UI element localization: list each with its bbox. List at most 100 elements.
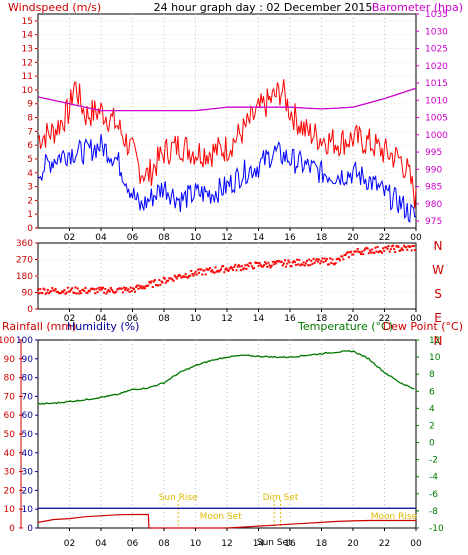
- temperature-x-tick-label: 20: [347, 539, 359, 549]
- wind-direction-point: [376, 245, 379, 248]
- wind-y-tick-label: 14: [22, 31, 34, 41]
- wind-direction-point: [127, 288, 130, 291]
- temperature-y-tick-label: -10: [429, 524, 444, 534]
- wind-direction-point: [342, 258, 345, 261]
- wind-x-tick-label: 18: [316, 233, 328, 243]
- barometer-axis-label: Barometer (hpa): [372, 1, 463, 14]
- wind-direction-point: [398, 249, 401, 252]
- wind-direction-point: [203, 269, 206, 272]
- wind-y-tick-label: 11: [22, 72, 33, 82]
- wind-direction-point: [375, 250, 378, 253]
- wind-direction-point: [157, 284, 160, 287]
- wind-direction-point: [164, 281, 167, 284]
- wind-direction-point: [270, 264, 273, 267]
- direction-x-tick-label: 04: [95, 314, 107, 324]
- humidity-y-tick-label: 90: [22, 355, 34, 365]
- wind-direction-point: [228, 267, 231, 270]
- wind-direction-point: [118, 287, 121, 290]
- temperature-y-tick-label: 8: [429, 370, 435, 380]
- wind-direction-point: [350, 250, 353, 253]
- wind-x-tick-label: 10: [190, 233, 202, 243]
- wind-y-tick-label: 12: [22, 58, 33, 68]
- wind-direction-point: [371, 248, 374, 251]
- wind-direction-point: [259, 264, 262, 267]
- wind-direction-point: [131, 287, 134, 290]
- wind-direction-point: [279, 260, 282, 263]
- wind-direction-point: [132, 288, 135, 291]
- wind-direction-point: [102, 286, 104, 289]
- wind-direction-point: [55, 290, 58, 293]
- wind-y-tick-label: 4: [27, 169, 33, 179]
- wind-direction-point: [78, 290, 81, 293]
- temperature-x-tick-label: 06: [127, 539, 139, 549]
- wind-x-tick-label: 14: [253, 233, 265, 243]
- wind-direction-point: [48, 292, 50, 295]
- wind-direction-point: [92, 287, 95, 290]
- wind-direction-point: [141, 287, 144, 290]
- wind-direction-point: [173, 274, 176, 277]
- wind-direction-point: [189, 274, 192, 277]
- barometer-y-tick-label: 995: [425, 148, 442, 158]
- wind-direction-point: [324, 260, 327, 262]
- wind-direction-point: [296, 258, 299, 261]
- wind-y-tick-label: 8: [27, 114, 33, 124]
- wind-direction-point: [284, 259, 286, 262]
- wind-direction-point: [158, 279, 161, 281]
- wind-direction-point: [46, 288, 49, 291]
- wind-direction-point: [91, 287, 93, 290]
- wind-direction-point: [179, 274, 182, 277]
- barometer-y-tick-label: 985: [425, 183, 442, 193]
- wind-direction-point: [114, 291, 117, 294]
- wind-direction-point: [285, 265, 288, 268]
- wind-direction-point: [247, 265, 250, 268]
- wind-direction-point: [322, 261, 325, 264]
- wind-direction-point: [108, 290, 111, 293]
- wind-direction-point: [256, 262, 259, 264]
- wind-direction-point: [56, 291, 59, 293]
- wind-direction-point: [224, 268, 227, 271]
- wind-direction-point: [232, 269, 235, 271]
- wind-direction-point: [223, 271, 226, 274]
- wind-direction-point: [222, 265, 225, 267]
- wind-direction-point: [51, 287, 54, 289]
- wind-direction-point: [83, 290, 86, 293]
- wind-direction-point: [351, 253, 354, 256]
- astro-label: Moon Set: [200, 512, 243, 522]
- direction-x-tick-label: 06: [127, 314, 139, 324]
- astro-label: Sun Rise: [159, 493, 198, 503]
- wind-direction-point: [242, 268, 245, 271]
- wind-direction-point: [367, 252, 370, 255]
- wind-direction-point: [50, 290, 53, 293]
- wind-y-tick-label: 1: [27, 210, 33, 220]
- wind-direction-point: [310, 259, 313, 262]
- temperature-y-tick-label: 6: [429, 387, 435, 397]
- wind-direction-point: [379, 250, 382, 253]
- rainfall-y-tick-label: 60: [4, 411, 16, 421]
- wind-direction-point: [382, 247, 385, 250]
- wind-direction-point: [72, 291, 75, 294]
- direction-x-tick-label: 00: [410, 314, 422, 324]
- humidity-y-tick-label: 50: [22, 430, 34, 440]
- wind-direction-point: [275, 262, 278, 265]
- wind-direction-point: [155, 284, 157, 286]
- wind-direction-point: [321, 257, 324, 260]
- wind-direction-point: [317, 260, 319, 263]
- humidity-y-tick-label: 80: [22, 374, 34, 384]
- wind-direction-point: [341, 255, 344, 258]
- wind-direction-point: [207, 268, 210, 271]
- rainfall-y-tick-label: 40: [4, 449, 16, 459]
- wind-y-tick-label: 3: [27, 183, 33, 193]
- wind-direction-point: [352, 253, 355, 256]
- direction-x-tick-label: 20: [347, 314, 359, 324]
- wind-direction-point: [411, 245, 414, 247]
- wind-direction-point: [59, 292, 62, 295]
- humidity-y-tick-label: 0: [27, 524, 33, 534]
- compass-label: S: [434, 287, 442, 301]
- wind-direction-point: [231, 267, 233, 269]
- wind-direction-point: [43, 288, 46, 291]
- wind-direction-point: [88, 290, 91, 293]
- wind-direction-point: [66, 286, 69, 289]
- wind-direction-point: [172, 279, 175, 282]
- temperature-y-tick-label: 0: [429, 439, 435, 449]
- wind-direction-point: [383, 249, 386, 252]
